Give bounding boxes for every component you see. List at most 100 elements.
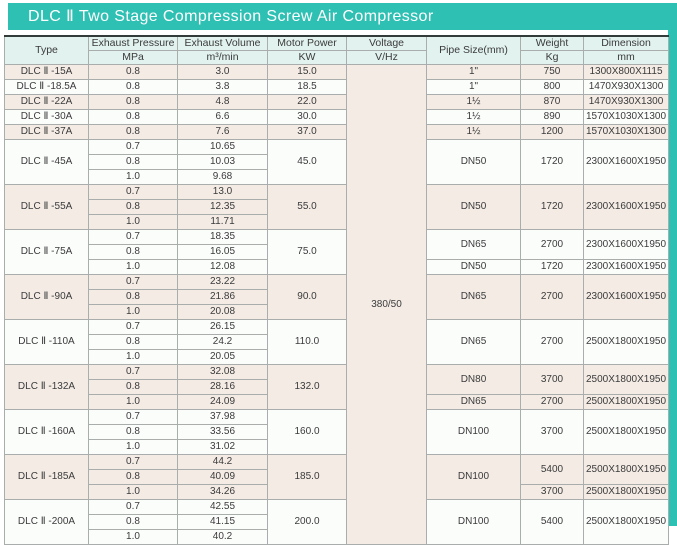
table-header: Type Exhaust Pressure Exhaust Volume Mot…	[4, 35, 669, 65]
cell-type: DLC Ⅱ -22A	[4, 93, 89, 110]
cell-volume: 12.35	[177, 198, 268, 215]
cell-pressure: 0.8	[88, 378, 178, 395]
cell-type: DLC Ⅱ -160A	[4, 408, 89, 455]
cell-power: 37.0	[267, 123, 347, 140]
table-row: 1.0 12.08 DN50 1720 2300X1600X1950	[5, 258, 669, 275]
cell-volume: 44.2	[177, 453, 268, 470]
table-row: DLC Ⅱ -55A 0.7 13.0 55.0 DN50 1720 2300X1600X1…	[4, 183, 669, 230]
cell-dimension: 1300X800X1115	[583, 63, 669, 80]
cell-volume: 37.98	[177, 408, 268, 425]
table-row: DLC Ⅱ -200A 0.7 42.55 200.0 DN100 5400 2500X18…	[4, 498, 669, 545]
cell-type: DLC Ⅱ -15A	[4, 63, 89, 80]
cell-pressure: 0.8	[88, 333, 178, 350]
cell-pressure: 1.0	[88, 168, 178, 185]
cell-pressure: 0.7	[88, 363, 178, 380]
cell-dimension: 2500X1800X1950	[583, 483, 669, 500]
cell-type: DLC Ⅱ -55A	[4, 183, 89, 230]
cell-pressure: 1.0	[88, 303, 178, 320]
cell-weight: 3700	[520, 408, 584, 455]
cell-volume: 42.55	[177, 498, 268, 515]
cell-weight: 1720	[520, 183, 584, 230]
cell-power: 30.0	[267, 108, 347, 125]
cell-volume: 10.65	[177, 138, 268, 155]
cell-power: 185.0	[267, 453, 347, 500]
cell-volume: 20.08	[177, 303, 268, 320]
cell-volume: 21.86	[177, 288, 268, 305]
cell-volume: 7.6	[177, 123, 268, 140]
cell-volume: 23.22	[177, 273, 268, 290]
cell-dimension: 1470X930X1300	[583, 78, 669, 95]
cell-pressure: 0.8	[88, 108, 178, 125]
table-row: 1.0 20.05	[5, 348, 669, 365]
spec-table-body: DLC Ⅱ -15A 0.8 3.0 15.0 380/50 1" 750 1300X800X…	[4, 63, 669, 545]
cell-pressure: 0.8	[88, 243, 178, 260]
cell-power: 15.0	[267, 63, 347, 80]
table-row: DLC Ⅱ -45A 0.7 10.65 45.0 DN50 1720 2300X1600X…	[4, 138, 669, 185]
cell-volume: 40.2	[177, 528, 268, 545]
col-header-exhaust-volume: Exhaust Volume	[177, 35, 268, 51]
cell-pipe-size: DN65	[426, 393, 521, 410]
cell-dimension: 2300X1600X1950	[583, 258, 669, 275]
cell-weight: 3700	[520, 483, 584, 500]
cell-volume: 18.35	[177, 228, 268, 245]
cell-pipe-size: DN65	[426, 228, 521, 260]
cell-pressure: 0.8	[88, 513, 178, 530]
cell-voltage: 380/50	[346, 63, 427, 545]
cell-pipe-size: DN100	[426, 408, 521, 455]
cell-weight: 2700	[520, 228, 584, 260]
cell-pipe-size: DN50	[426, 258, 521, 275]
cell-pressure: 1.0	[88, 528, 178, 545]
cell-pressure: 0.8	[88, 78, 178, 95]
cell-pressure: 1.0	[88, 213, 178, 230]
table-row: DLC Ⅱ -15A 0.8 3.0 15.0 380/50 1" 750 1300X800X…	[4, 63, 669, 545]
cell-weight: 1720	[520, 138, 584, 185]
cell-pipe-size: DN50	[426, 138, 521, 185]
spec-table: Type Exhaust Pressure Exhaust Volume Mot…	[4, 35, 669, 545]
col-header-unit-kw: KW	[267, 49, 347, 65]
cell-pressure: 0.8	[88, 288, 178, 305]
table-row: DLC Ⅱ -160A 0.7 37.98 160.0 DN100 3700 2500X18…	[4, 408, 669, 455]
cell-volume: 24.09	[177, 393, 268, 410]
cell-volume: 16.05	[177, 243, 268, 260]
header-row-2: MPa m³/min KW V/Hz Kg mm	[5, 49, 669, 65]
cell-volume: 41.15	[177, 513, 268, 530]
table-row: DLC Ⅱ -37A 0.8 7.6 37.0 1½ 1200 1570X1030X1300	[4, 123, 669, 140]
cell-pressure: 0.7	[88, 498, 178, 515]
cell-type: DLC Ⅱ -37A	[4, 123, 89, 140]
cell-weight: 5400	[520, 498, 584, 545]
cell-power: 132.0	[267, 363, 347, 410]
table-row: DLC Ⅱ -90A 0.7 23.22 90.0 DN65 2700 2300X1600X…	[4, 273, 669, 320]
cell-volume: 26.15	[177, 318, 268, 335]
cell-power: 18.5	[267, 78, 347, 95]
page-title: DLC Ⅱ Two Stage Compression Screw Air Co…	[8, 3, 677, 30]
cell-pipe-size: 1½	[426, 123, 521, 140]
spec-table-container: Type Exhaust Pressure Exhaust Volume Mot…	[4, 35, 669, 545]
cell-dimension: 2300X1600X1950	[583, 183, 669, 230]
cell-power: 75.0	[267, 228, 347, 275]
cell-volume: 33.56	[177, 423, 268, 440]
cell-pressure: 1.0	[88, 438, 178, 455]
cell-dimension: 2300X1600X1950	[583, 273, 669, 320]
table-row: DLC Ⅱ -30A 0.8 6.6 30.0 1½ 890 1570X1030X1300	[4, 108, 669, 125]
col-header-exhaust-pressure: Exhaust Pressure	[88, 35, 178, 51]
cell-dimension: 2500X1800X1950	[583, 318, 669, 365]
cell-type: DLC Ⅱ -110A	[4, 318, 89, 365]
cell-pressure: 0.8	[88, 468, 178, 485]
table-row: DLC Ⅱ -110A 0.7 26.15 110.0 DN65 2700 2500X180…	[4, 318, 669, 365]
cell-volume: 20.05	[177, 348, 268, 365]
cell-volume: 13.0	[177, 183, 268, 200]
cell-pressure: 1.0	[88, 393, 178, 410]
table-row: 0.8 24.2	[5, 333, 669, 350]
cell-pressure: 0.8	[88, 63, 178, 80]
cell-pipe-size: DN65	[426, 273, 521, 320]
cell-pressure: 0.7	[88, 408, 178, 425]
cell-type: DLC Ⅱ -200A	[4, 498, 89, 545]
cell-dimension: 2500X1800X1950	[583, 453, 669, 485]
col-header-dimension: Dimension	[583, 35, 669, 51]
col-header-pipe-size: Pipe Size(mm)	[426, 35, 521, 65]
cell-volume: 34.26	[177, 483, 268, 500]
cell-pressure: 0.7	[88, 273, 178, 290]
cell-volume: 28.16	[177, 378, 268, 395]
table-row: 1.0 31.02	[5, 438, 669, 455]
cell-pipe-size: 1½	[426, 108, 521, 125]
